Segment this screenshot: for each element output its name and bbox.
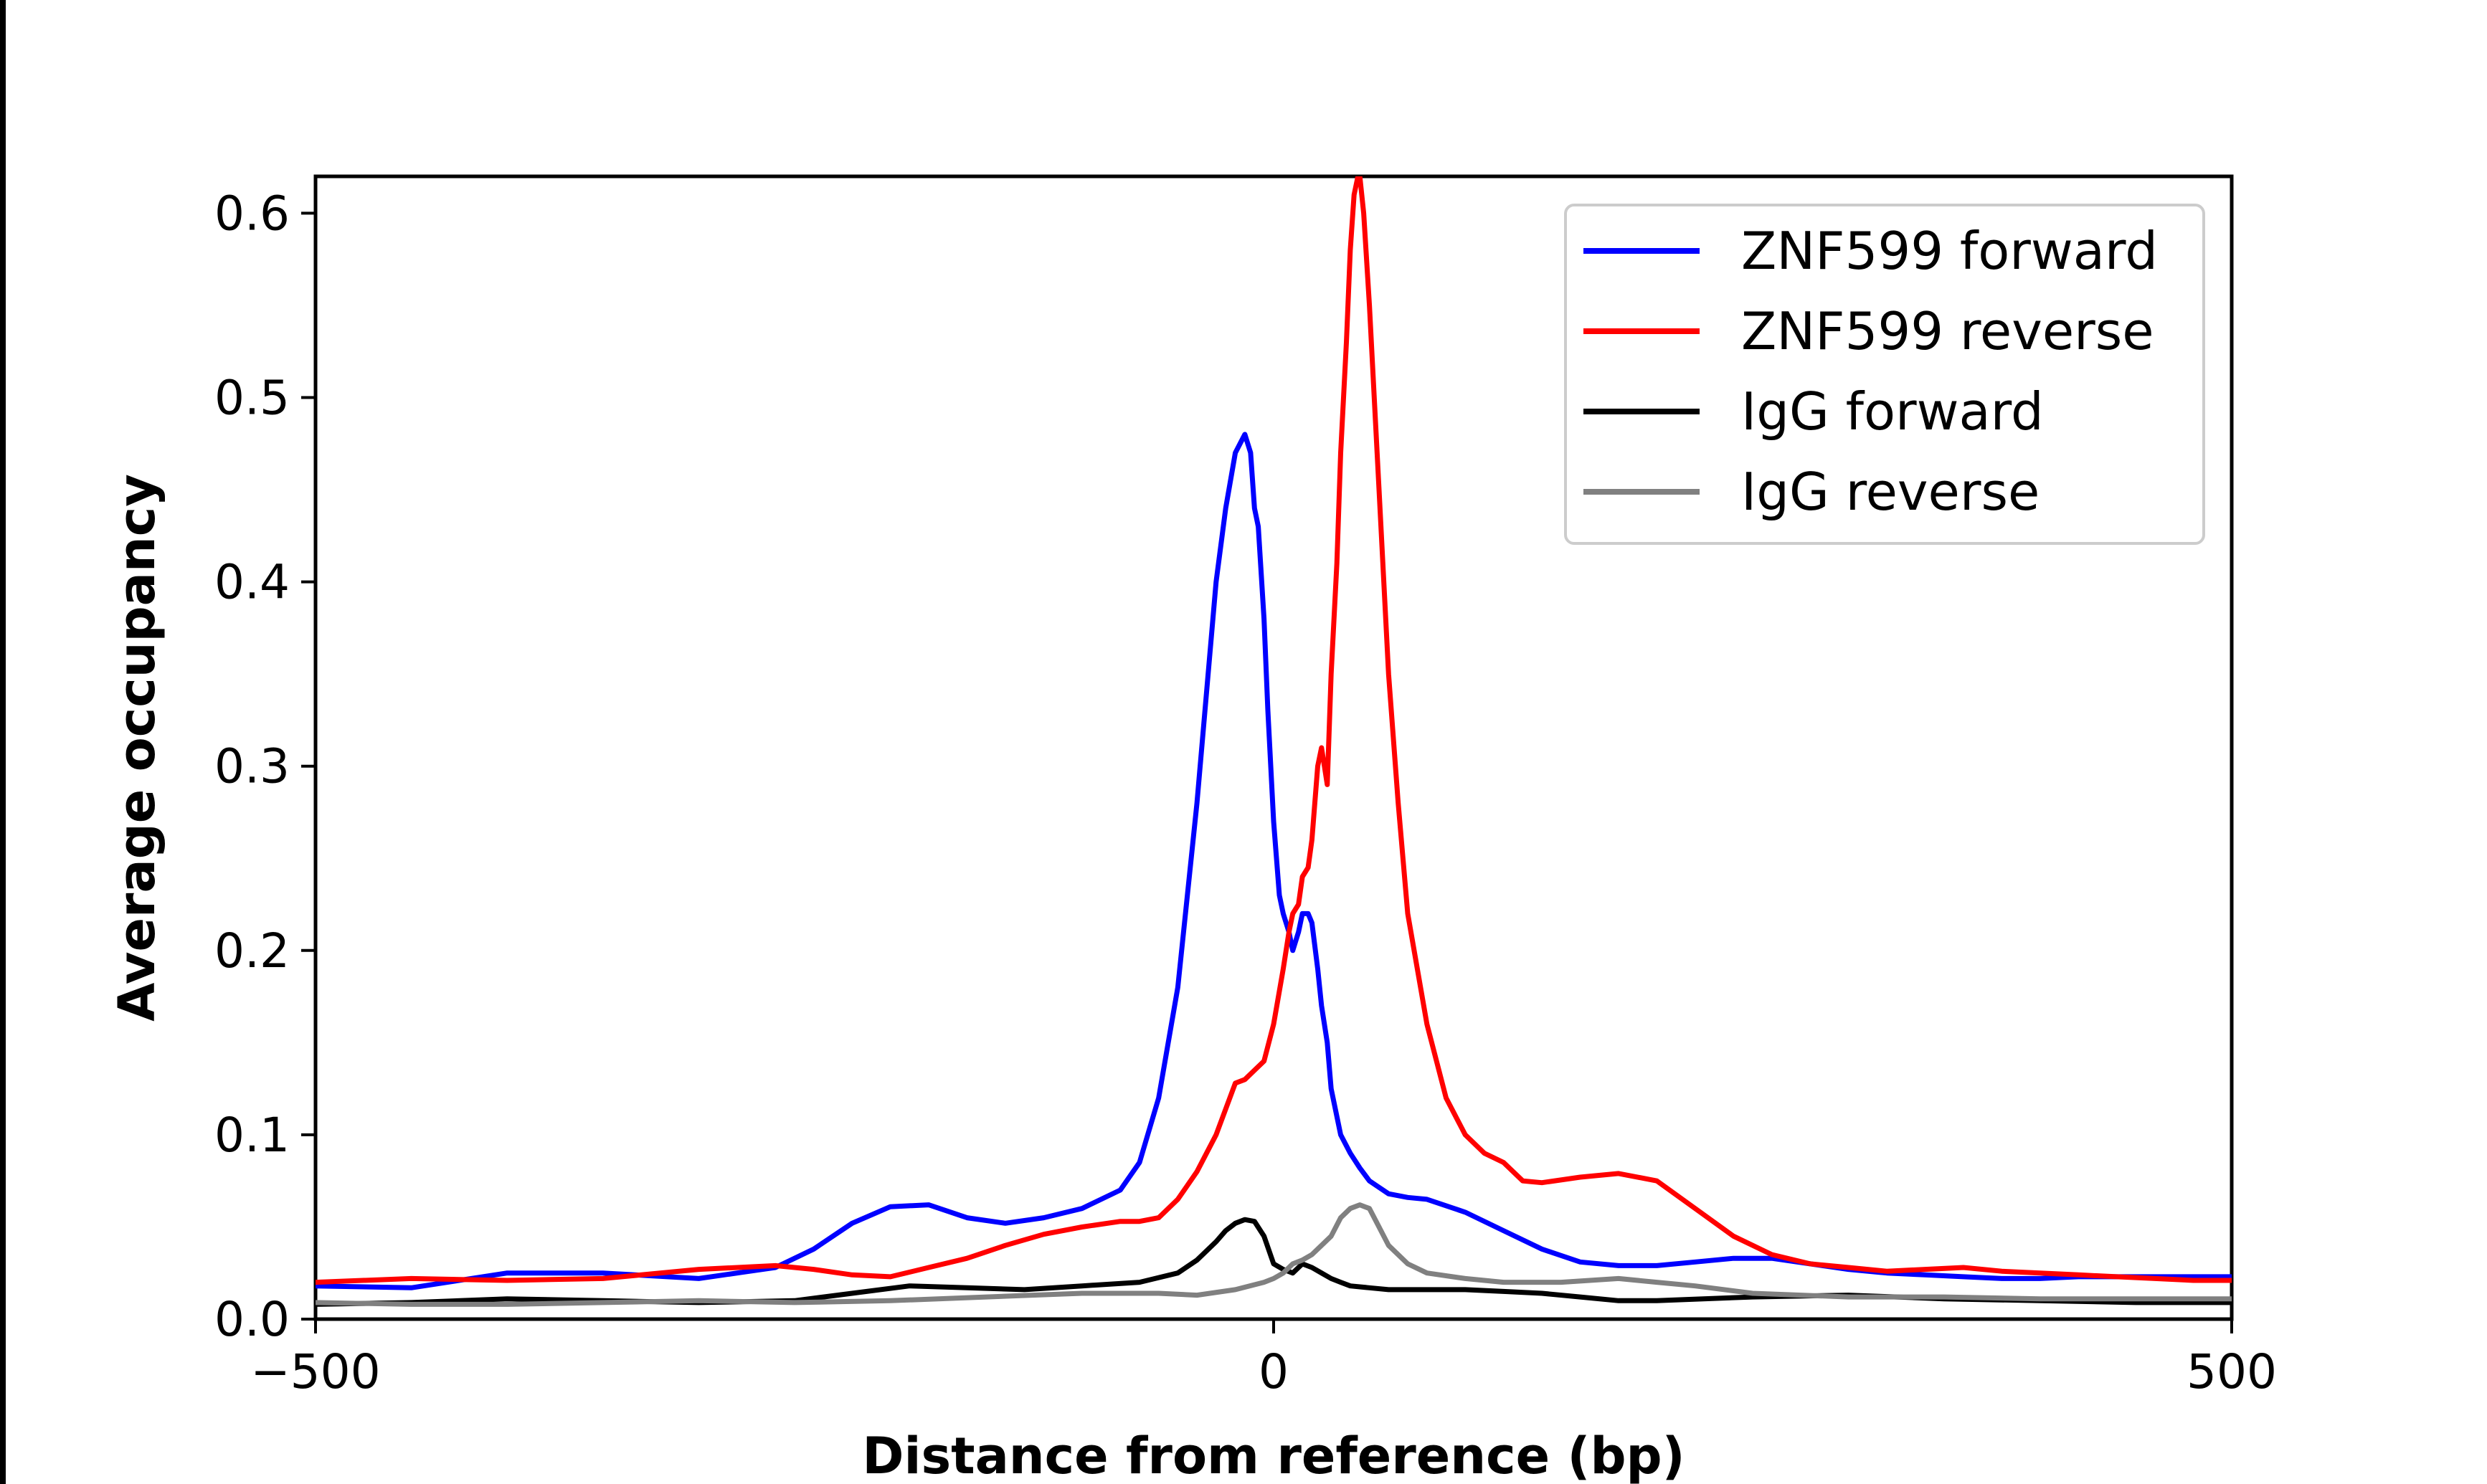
x-axis-label: Distance from reference (bp)	[862, 1427, 1685, 1484]
x-tick-label: 0	[1259, 1344, 1289, 1399]
x-axis-ticks: −500 0 500	[250, 1319, 2277, 1399]
figure-left-edge	[0, 0, 6, 1484]
legend: ZNF599 forward ZNF599 reverse IgG forward I…	[1564, 204, 2205, 545]
y-tick-label: 0.0	[214, 1292, 290, 1347]
series-layer	[316, 176, 2232, 1307]
y-tick-label: 0.5	[214, 371, 290, 426]
x-tick-label: −500	[250, 1344, 380, 1399]
legend-box	[1564, 204, 2205, 545]
x-tick-label: 500	[2187, 1344, 2277, 1399]
y-tick-label: 0.6	[214, 186, 290, 241]
legend-label-2: ZNF599 reverse	[1741, 301, 2154, 361]
series-line-1	[316, 432, 2232, 1290]
legend-label-4: IgG reverse	[1741, 462, 2040, 522]
series-line-2	[316, 176, 2232, 1285]
y-axis-ticks: 0.0 0.1 0.2 0.3 0.4 0.5 0.6	[214, 186, 316, 1347]
legend-label-1: ZNF599 forward	[1741, 221, 2158, 281]
series-line-4	[316, 1202, 2232, 1307]
y-axis-label: Average occupancy	[108, 474, 166, 1022]
series-line-3	[316, 1217, 2232, 1307]
y-tick-label: 0.3	[214, 739, 290, 794]
y-tick-label: 0.2	[214, 923, 290, 979]
y-tick-label: 0.1	[214, 1108, 290, 1163]
legend-label-3: IgG forward	[1741, 381, 2044, 442]
y-tick-label: 0.4	[214, 555, 290, 610]
